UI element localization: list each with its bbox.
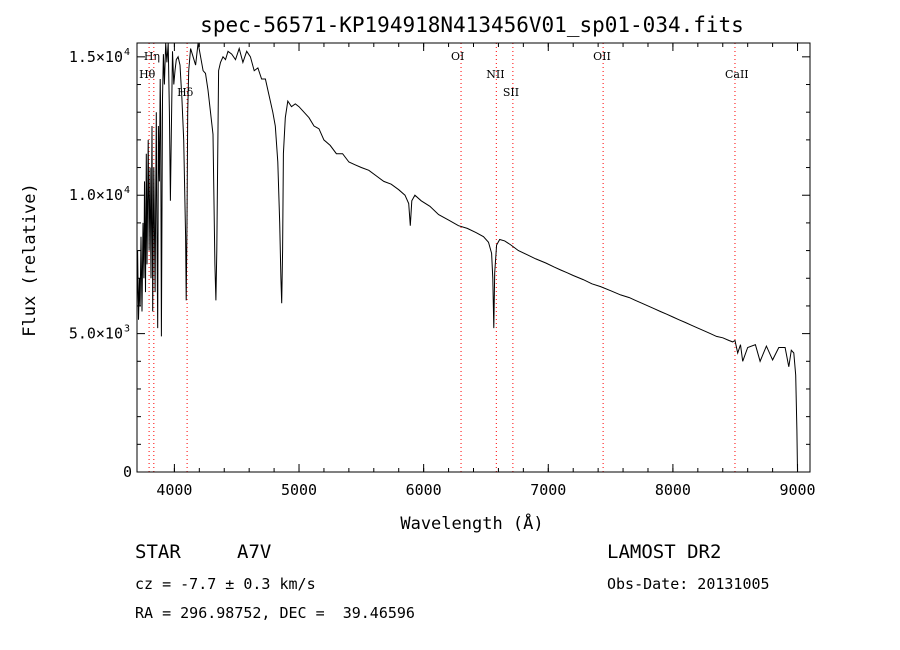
y-tick-exponent: 4 [124, 47, 130, 58]
x-tick-label: 8000 [655, 481, 691, 499]
y-tick-label: 1.0×10 [69, 186, 123, 204]
annotation-label: Hθ [139, 68, 156, 81]
object-class: STAR [135, 541, 181, 563]
coordinates: RA = 296.98752, DEC = 39.46596 [135, 604, 415, 622]
y-tick-label: 0 [123, 463, 132, 481]
y-tick-exponent: 4 [124, 185, 130, 196]
annotation-label: OII [593, 50, 611, 63]
y-tick-label: 1.5×10 [69, 48, 123, 66]
annotation-label: Hδ [177, 86, 194, 99]
line-annotations: Hη Hθ Hδ OI NII SII OII CaII [139, 43, 749, 472]
x-tick-label: 5000 [281, 481, 317, 499]
observation-date: Obs-Date: 20131005 [607, 575, 770, 593]
x-tick-label: 4000 [156, 481, 192, 499]
annotation-label: Hη [144, 50, 160, 63]
redshift-value: cz = -7.7 ± 0.3 km/s [135, 575, 316, 593]
annotation-label: CaII [725, 68, 749, 81]
x-axis-label: Wavelength (Å) [400, 512, 543, 534]
plot-frame [136, 42, 811, 473]
x-tick-label: 6000 [406, 481, 442, 499]
y-axis: 05.0×10 31.0×10 41.5×10 4 [69, 47, 810, 481]
annotation-label: SII [503, 86, 519, 99]
x-tick-label: 9000 [779, 481, 815, 499]
y-axis-label: Flux (relative) [20, 183, 40, 337]
y-tick-exponent: 3 [124, 324, 130, 335]
survey-name: LAMOST DR2 [607, 541, 722, 563]
annotation-label: OI [451, 50, 464, 63]
chart-title: spec-56571-KP194918N413456V01_sp01-034.f… [200, 13, 744, 37]
x-tick-label: 7000 [530, 481, 566, 499]
x-axis: 4000 5000 6000 7000 8000 9000 [156, 43, 816, 499]
spectrum-series-line [136, 42, 798, 473]
object-subclass: A7V [237, 541, 272, 563]
annotation-label: NII [486, 68, 504, 81]
y-tick-label: 5.0×10 [69, 325, 123, 343]
